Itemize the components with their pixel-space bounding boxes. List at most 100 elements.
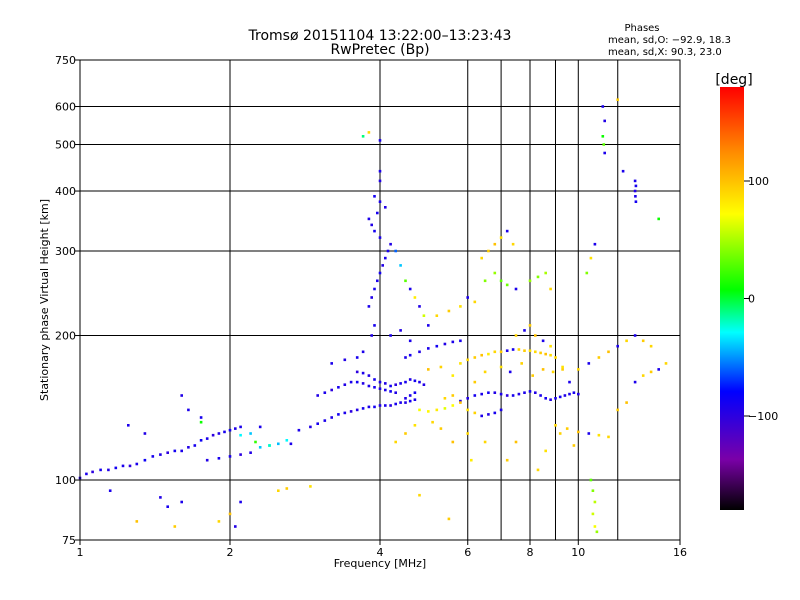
data-point xyxy=(378,380,382,384)
data-point xyxy=(603,119,606,123)
data-point xyxy=(378,236,382,239)
data-point xyxy=(572,444,576,447)
data-point xyxy=(431,420,434,424)
data-point xyxy=(378,169,382,173)
data-point xyxy=(249,432,252,435)
data-point xyxy=(239,453,242,456)
data-point xyxy=(451,404,455,407)
data-point xyxy=(166,451,169,454)
y-tick-label: 500 xyxy=(55,139,76,152)
data-point xyxy=(664,362,668,365)
data-point xyxy=(439,427,443,430)
data-point xyxy=(404,380,407,384)
data-point xyxy=(616,408,619,412)
data-point xyxy=(466,408,469,412)
data-point xyxy=(349,410,353,413)
data-point xyxy=(473,356,477,359)
data-point xyxy=(309,425,312,429)
data-point xyxy=(466,432,469,435)
data-point xyxy=(228,428,232,432)
data-point xyxy=(480,256,483,260)
data-point xyxy=(389,384,392,388)
data-point xyxy=(633,189,637,193)
data-point xyxy=(223,430,226,434)
data-point xyxy=(376,279,379,283)
data-point xyxy=(558,432,562,435)
data-point xyxy=(361,371,365,375)
data-point xyxy=(343,358,347,362)
data-point xyxy=(285,439,289,442)
data-point xyxy=(621,169,625,173)
y-tick-label: 750 xyxy=(55,54,76,67)
data-point xyxy=(561,368,564,371)
data-point xyxy=(466,296,469,299)
data-point xyxy=(378,200,382,203)
data-point xyxy=(378,387,382,390)
data-point xyxy=(205,437,209,440)
data-point xyxy=(633,380,637,384)
data-point xyxy=(511,242,515,246)
data-point xyxy=(418,408,421,412)
data-point xyxy=(483,370,487,374)
data-point xyxy=(451,440,455,444)
data-point xyxy=(649,370,653,374)
data-point xyxy=(443,397,447,400)
data-point xyxy=(378,271,382,275)
data-point xyxy=(493,391,497,394)
data-point xyxy=(487,352,490,356)
data-point xyxy=(585,271,589,275)
data-point xyxy=(384,404,387,407)
data-point xyxy=(107,468,110,472)
data-point xyxy=(330,388,333,392)
data-point xyxy=(528,390,532,393)
data-point xyxy=(239,433,242,437)
data-point xyxy=(367,405,371,409)
data-point xyxy=(367,374,371,377)
data-point xyxy=(625,401,628,404)
data-point xyxy=(99,468,102,472)
data-point xyxy=(297,428,301,432)
data-point xyxy=(408,287,412,291)
chart-title: Tromsø 20151104 13:22:00–13:23:43 xyxy=(248,28,512,44)
data-point xyxy=(514,440,518,444)
data-point xyxy=(589,478,593,482)
data-point xyxy=(193,444,197,447)
data-point xyxy=(199,416,203,419)
data-point xyxy=(558,395,562,399)
data-point xyxy=(217,432,221,435)
data-point xyxy=(173,449,177,453)
data-point xyxy=(370,223,373,227)
data-point xyxy=(493,350,497,354)
data-point xyxy=(641,339,645,343)
data-point xyxy=(323,391,327,394)
data-point xyxy=(367,131,371,134)
data-point xyxy=(641,374,645,377)
data-point xyxy=(591,512,595,516)
data-point xyxy=(258,446,262,449)
data-point xyxy=(499,408,503,412)
data-point xyxy=(234,525,237,528)
data-point xyxy=(451,374,455,377)
data-point xyxy=(373,405,376,409)
y-tick-labels: 75 100 200 300 400 500 600 750 xyxy=(55,54,76,547)
colorbar xyxy=(720,87,744,510)
data-point xyxy=(399,264,402,267)
data-point xyxy=(435,314,439,317)
data-point xyxy=(657,217,660,221)
data-point xyxy=(427,324,430,327)
data-point xyxy=(349,380,353,384)
data-point xyxy=(408,378,412,381)
data-point xyxy=(499,279,503,283)
data-point xyxy=(180,449,183,453)
data-point xyxy=(361,407,365,410)
data-point xyxy=(413,424,417,427)
data-point xyxy=(404,432,407,435)
data-point xyxy=(418,350,421,354)
data-point xyxy=(447,309,451,313)
data-point xyxy=(399,329,402,332)
data-point xyxy=(309,485,312,488)
data-point xyxy=(239,500,242,504)
data-point xyxy=(361,135,365,138)
data-point xyxy=(603,151,606,155)
